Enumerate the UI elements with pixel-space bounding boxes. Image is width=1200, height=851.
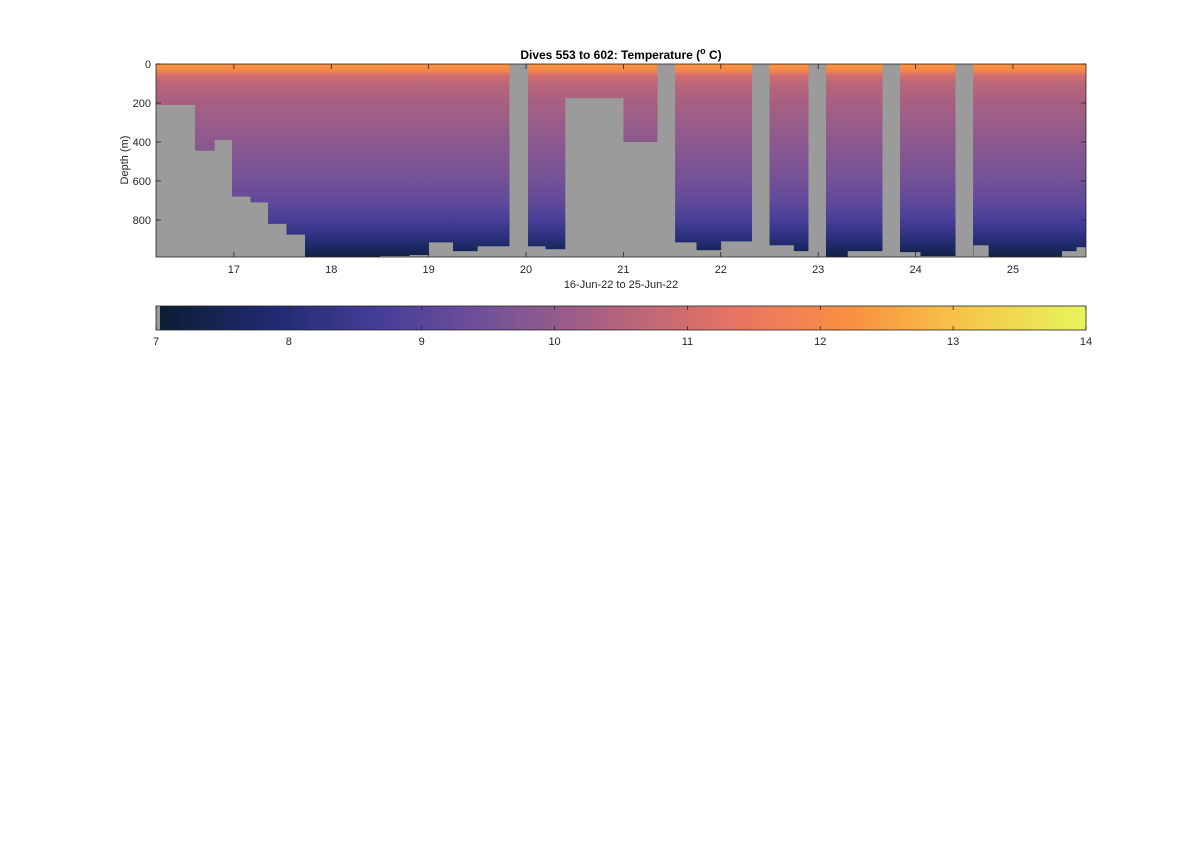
no-data-column (751, 64, 770, 257)
no-data-column (955, 64, 974, 257)
profile-column (565, 64, 624, 99)
profile-column (696, 64, 722, 251)
plot-frame (155, 63, 1087, 258)
y-axis-label: Depth (m) (119, 136, 131, 185)
colorbar-tick-label: 8 (286, 336, 292, 348)
profile-column (194, 64, 215, 151)
profile-column (900, 64, 921, 253)
plot-area (156, 64, 1086, 257)
profile-column (973, 64, 989, 246)
x-tick-label: 23 (812, 264, 824, 276)
chart-title: Dives 553 to 602: Temperature (o C) (520, 46, 721, 62)
profile-column (769, 64, 795, 246)
profile-column (1037, 64, 1062, 257)
profile-column (1076, 64, 1086, 248)
no-data-overlays (509, 64, 974, 257)
profile-column (453, 64, 478, 252)
profile-column (675, 64, 697, 243)
no-data-column (509, 64, 528, 257)
profile-column (988, 64, 1038, 257)
colorbar-tick-label: 9 (419, 336, 425, 348)
x-tick-label: 18 (325, 264, 337, 276)
colorbar-tick-label: 7 (153, 336, 159, 348)
colorbar-tick-label: 12 (814, 336, 826, 348)
x-tick-label: 17 (228, 264, 240, 276)
x-tick-label: 19 (423, 264, 435, 276)
x-tick-label: 24 (909, 264, 921, 276)
profile-column (409, 64, 429, 256)
profile-column (267, 64, 287, 224)
title-superscript: o (700, 46, 706, 56)
y-tick-label: 200 (133, 98, 151, 110)
x-axis: 17 18 19 20 21 22 23 24 25 (228, 64, 1019, 276)
y-tick-label: 800 (133, 215, 151, 227)
profile-column (250, 64, 269, 203)
no-data-column (657, 64, 676, 257)
profile-column (528, 64, 546, 247)
title-end: C) (706, 48, 722, 62)
profile-column (286, 64, 306, 235)
y-axis: 0 200 400 600 800 (133, 59, 1086, 227)
colorbar-axis: 7 8 9 10 11 12 13 14 (153, 306, 1092, 348)
no-data-column (808, 64, 826, 257)
profile-column (1061, 64, 1077, 252)
colorbar-gradient (156, 306, 1086, 330)
profile-column (379, 64, 410, 257)
x-axis-label: 16-Jun-22 to 25-Jun-22 (564, 279, 678, 291)
colorbar-no-data-swatch (156, 306, 160, 330)
x-tick-label: 25 (1007, 264, 1019, 276)
profile-column (156, 64, 196, 105)
colorbar-tick-label: 11 (682, 336, 693, 348)
x-tick-label: 21 (617, 264, 629, 276)
colorbar-tick-label: 14 (1080, 336, 1092, 348)
profile-column (231, 64, 251, 197)
profile-column (428, 64, 454, 243)
profile-column (304, 64, 381, 257)
profile-column (825, 64, 848, 257)
y-tick-label: 600 (133, 176, 151, 188)
colorbar (155, 305, 1087, 331)
colorbar-frame (155, 305, 1087, 331)
profile-column (545, 64, 566, 250)
x-tick-label: 20 (520, 264, 532, 276)
y-tick-label: 400 (133, 137, 151, 149)
title-main: Dives 553 to 602: Temperature ( (520, 48, 700, 62)
y-tick-label: 0 (145, 59, 151, 71)
colorbar-tick-label: 10 (548, 336, 560, 348)
colorbar-tick-label: 13 (947, 336, 959, 348)
profile-column (214, 64, 233, 141)
no-data-column (882, 64, 900, 257)
x-tick-label: 22 (715, 264, 727, 276)
